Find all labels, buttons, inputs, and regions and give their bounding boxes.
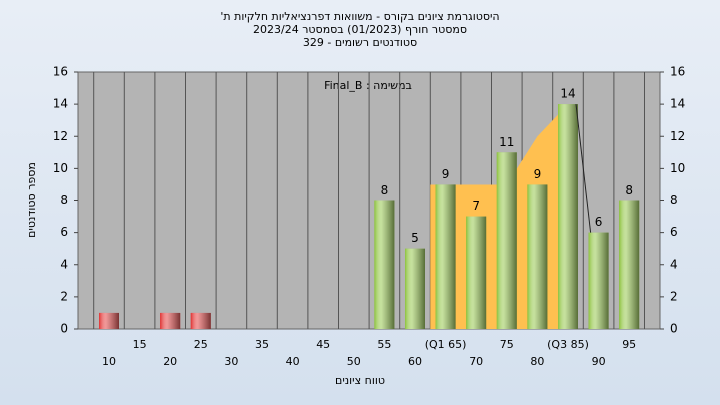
value-label: 8	[625, 183, 633, 197]
annotation: Final_B : במשימה	[324, 79, 412, 92]
x-tick-label: 20	[163, 355, 177, 368]
x-tick-label: 90	[592, 355, 606, 368]
bar-shade	[405, 248, 425, 329]
x-tick-label: 95	[622, 338, 636, 351]
bar-shade	[527, 184, 548, 329]
bar-shade	[558, 104, 578, 329]
y-tick-label: 0	[670, 322, 678, 336]
y-tick-label: 8	[60, 193, 68, 207]
y-tick-label: 4	[60, 257, 68, 271]
x-tick-label: 60	[408, 355, 422, 368]
value-label: 7	[472, 199, 480, 213]
y-tick-label: 8	[670, 193, 678, 207]
value-label: 9	[534, 167, 542, 181]
y-tick-label: 16	[670, 65, 685, 79]
y-tick-label: 6	[60, 225, 68, 239]
x-tick-label: 35	[255, 338, 269, 351]
value-label: 14	[560, 87, 575, 101]
title-line: 329 - סטודנטים רשומים	[303, 36, 417, 49]
y-tick-label: 14	[670, 97, 685, 111]
bar-shade	[619, 200, 640, 329]
y-tick-label: 10	[670, 161, 685, 175]
x-tick-label: 30	[224, 355, 238, 368]
y-tick-label: 6	[670, 225, 678, 239]
bar-shade	[435, 184, 456, 329]
y-tick-label: 0	[60, 322, 68, 336]
bar-shade	[588, 232, 609, 329]
y-tick-label: 14	[53, 97, 68, 111]
x-tick-label: (Q1 65)	[425, 338, 467, 351]
bar-shade	[374, 200, 395, 329]
bar-shade	[466, 216, 487, 329]
x-tick-label: 50	[347, 355, 361, 368]
x-tick-label: 75	[500, 338, 514, 351]
x-tick-label: 40	[286, 355, 300, 368]
x-tick-label: 15	[133, 338, 147, 351]
x-tick-label: 45	[316, 338, 330, 351]
x-tick-label: 55	[377, 338, 391, 351]
y-tick-label: 12	[670, 129, 685, 143]
x-axis-label: טווח ציונים	[335, 374, 385, 387]
value-label: 11	[499, 135, 514, 149]
y-tick-label: 2	[670, 289, 678, 303]
bar-shade	[496, 152, 517, 329]
value-label: 5	[411, 231, 419, 245]
x-tick-label: 25	[194, 338, 208, 351]
x-tick-label: 70	[469, 355, 483, 368]
y-tick-label: 10	[53, 161, 68, 175]
y-axis-label: מספר סטודנטים	[25, 162, 38, 238]
title-line: היסטוגרמת ציונים בקורס - משוואות דפרנציא…	[220, 10, 499, 23]
connector	[575, 104, 592, 233]
bar-shade	[99, 312, 119, 329]
x-tick-label: (Q3 85)	[547, 338, 589, 351]
title-line: 2023/24 סמסטר חורף (01/2023) בסמסטר	[253, 23, 467, 36]
y-tick-label: 12	[53, 129, 68, 143]
y-tick-label: 2	[60, 289, 68, 303]
value-label: 6	[595, 215, 603, 229]
y-tick-label: 4	[670, 257, 678, 271]
x-tick-label: 80	[530, 355, 544, 368]
bar-shade	[190, 312, 211, 329]
y-tick-label: 16	[53, 65, 68, 79]
value-label: 9	[442, 167, 450, 181]
x-tick-label: 10	[102, 355, 116, 368]
bar-shade	[160, 312, 181, 329]
value-label: 8	[381, 183, 389, 197]
